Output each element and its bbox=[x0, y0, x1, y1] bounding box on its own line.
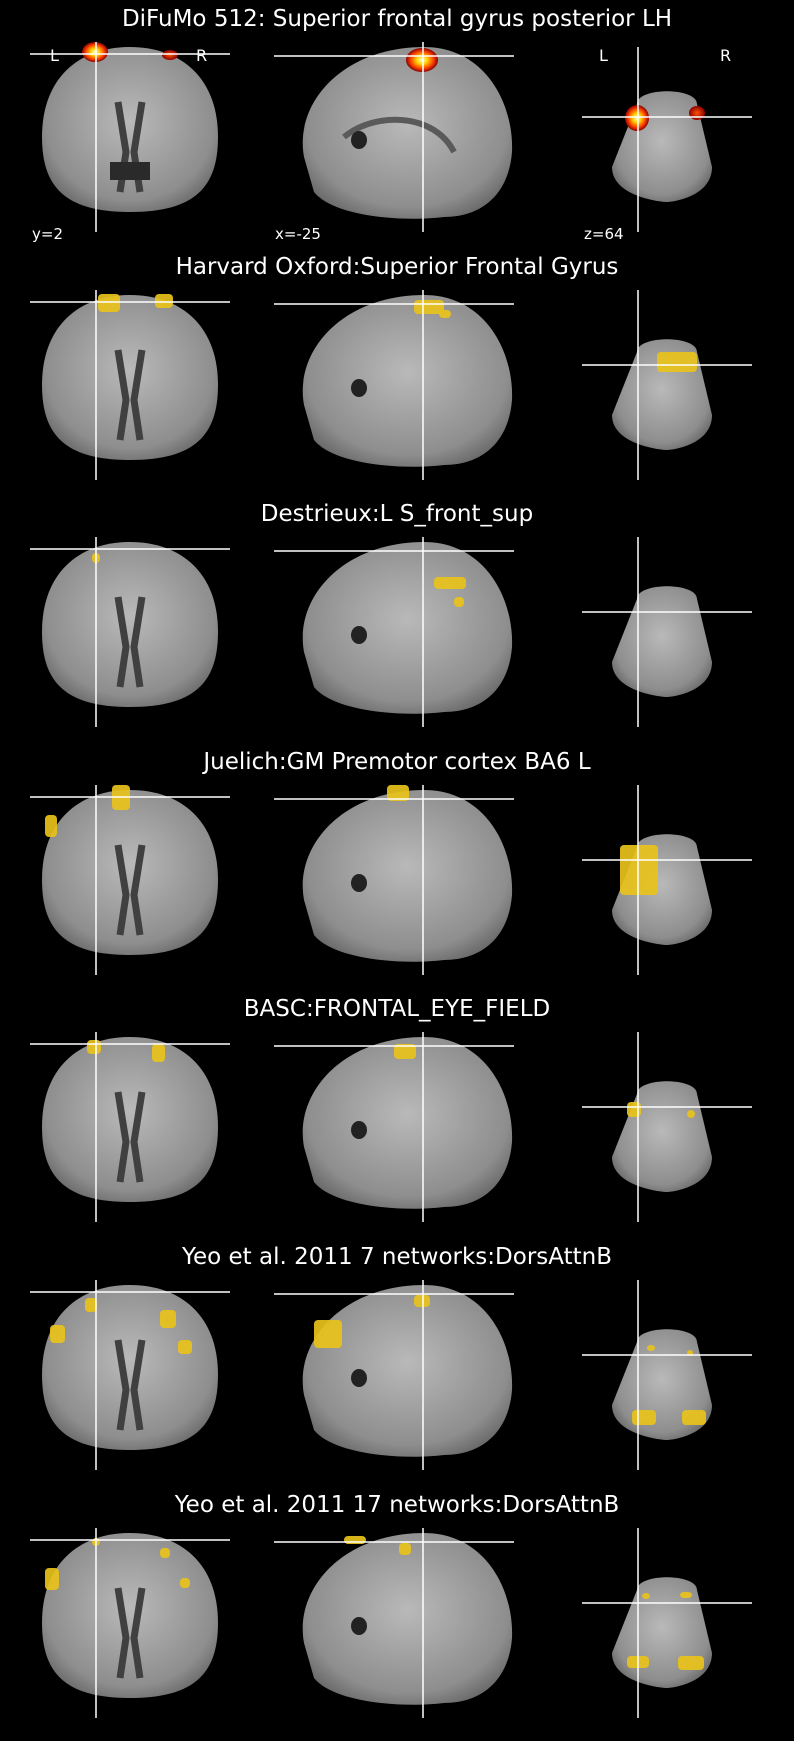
atlas-overlay-region bbox=[642, 1593, 650, 1599]
activation-blob-right bbox=[162, 50, 178, 60]
coronal-slice bbox=[30, 1528, 230, 1718]
coronal-slice bbox=[30, 785, 230, 975]
coord-label-axial: z=64 bbox=[584, 225, 624, 243]
atlas-overlay-region bbox=[45, 815, 57, 837]
atlas-overlay-region bbox=[98, 294, 120, 312]
atlas-overlay-region bbox=[399, 1543, 411, 1555]
atlas-overlay-region bbox=[178, 1340, 192, 1354]
atlas-overlay-region bbox=[678, 1656, 704, 1670]
atlas-overlay-region bbox=[439, 310, 451, 318]
axial-slice bbox=[582, 1280, 752, 1470]
panel-title: BASC:FRONTAL_EYE_FIELD bbox=[243, 996, 551, 1022]
activation-blob-left bbox=[625, 105, 649, 131]
axial-slice-difumo bbox=[582, 47, 752, 232]
panel-title: Yeo et al. 2011 17 networks:DorsAttnB bbox=[174, 1492, 620, 1518]
orientation-left-label: L bbox=[599, 46, 608, 65]
atlas-overlay-region bbox=[45, 1568, 59, 1590]
activation-blob-right bbox=[689, 106, 705, 120]
atlas-overlay-region bbox=[152, 1044, 165, 1062]
atlas-overlay-region bbox=[627, 1102, 641, 1117]
orientation-left-label: L bbox=[50, 46, 59, 65]
axial-slice bbox=[582, 1032, 752, 1222]
atlas-overlay-region bbox=[647, 1345, 655, 1351]
coronal-slice bbox=[30, 290, 230, 480]
atlas-overlay-region bbox=[632, 1410, 656, 1425]
panel-title: Destrieux:L S_front_sup bbox=[260, 501, 534, 527]
axial-slice bbox=[582, 785, 752, 975]
atlas-overlay-region bbox=[454, 597, 464, 607]
sagittal-slice bbox=[274, 1032, 514, 1222]
atlas-overlay-region bbox=[434, 577, 466, 589]
atlas-overlay-region bbox=[394, 1044, 416, 1059]
axial-slice bbox=[582, 1528, 752, 1718]
atlas-overlay-region bbox=[680, 1592, 692, 1598]
atlas-overlay-region bbox=[314, 1320, 342, 1348]
orientation-right-label: R bbox=[720, 46, 732, 65]
coronal-slice bbox=[30, 1280, 230, 1470]
atlas-overlay-region bbox=[387, 785, 409, 801]
atlas-overlay-region bbox=[85, 1298, 97, 1312]
axial-slice bbox=[582, 537, 752, 727]
coronal-slice bbox=[30, 1032, 230, 1222]
sagittal-slice bbox=[274, 1528, 514, 1718]
atlas-overlay-region bbox=[160, 1310, 176, 1328]
coord-label-sagittal: x=-25 bbox=[275, 225, 321, 243]
atlas-overlay-region bbox=[620, 845, 658, 895]
axial-slice bbox=[582, 290, 752, 480]
atlas-overlay-region bbox=[682, 1410, 706, 1425]
panel-title: Yeo et al. 2011 7 networks:DorsAttnB bbox=[182, 1244, 612, 1270]
atlas-overlay-region bbox=[50, 1325, 65, 1343]
atlas-overlay-region bbox=[414, 1295, 430, 1307]
coord-label-coronal: y=2 bbox=[32, 225, 63, 243]
atlas-overlay-region bbox=[414, 300, 444, 314]
panel-title-difumo: DiFuMo 512: Superior frontal gyrus poste… bbox=[121, 6, 673, 32]
atlas-overlay-region bbox=[344, 1536, 366, 1544]
atlas-overlay-region bbox=[180, 1578, 190, 1588]
sagittal-slice-difumo bbox=[274, 42, 514, 232]
atlas-overlay-region bbox=[160, 1548, 170, 1558]
sagittal-slice bbox=[274, 537, 514, 727]
panel-title: Juelich:GM Premotor cortex BA6 L bbox=[203, 749, 591, 775]
atlas-overlay-region bbox=[657, 352, 697, 372]
atlas-overlay-region bbox=[155, 294, 173, 308]
activation-blob-left bbox=[82, 42, 108, 62]
activation-blob bbox=[406, 48, 438, 72]
orientation-right-label: R bbox=[196, 46, 208, 65]
coronal-slice-difumo bbox=[30, 42, 230, 232]
atlas-overlay-region bbox=[687, 1110, 695, 1118]
sagittal-slice bbox=[274, 290, 514, 480]
panel-title: Harvard Oxford:Superior Frontal Gyrus bbox=[175, 254, 619, 280]
coronal-slice bbox=[30, 537, 230, 727]
sagittal-slice bbox=[274, 1280, 514, 1470]
atlas-overlay-region bbox=[87, 1040, 101, 1054]
sagittal-slice bbox=[274, 785, 514, 975]
